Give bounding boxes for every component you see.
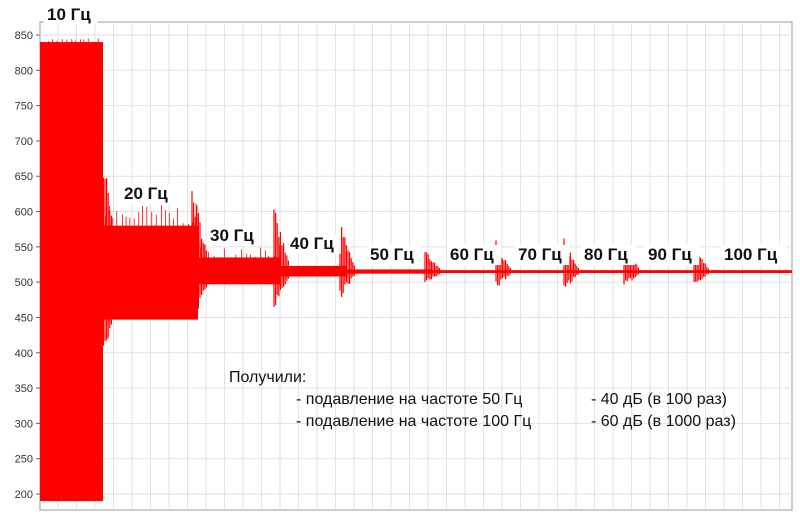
segment-label: 60 Гц [450, 245, 494, 264]
y-tick-label: 600 [15, 207, 33, 219]
annotation-heading: Получили: [229, 369, 307, 386]
segment-label-bg [721, 245, 785, 265]
segment-label-bg [121, 184, 175, 204]
signal-series [40, 38, 792, 502]
y-tick-label: 850 [15, 30, 33, 42]
y-tick-label: 650 [15, 171, 33, 183]
segment-label-bg [207, 226, 261, 246]
y-tick-label: 200 [15, 489, 33, 501]
segment-label: 100 Гц [724, 245, 778, 264]
segment-label: 10 Гц [47, 5, 91, 24]
segment-label-bg [447, 245, 501, 265]
y-tick-label: 350 [15, 383, 33, 395]
segment-label: 80 Гц [584, 245, 628, 264]
y-tick-label: 750 [15, 101, 33, 113]
y-tick-label: 450 [15, 312, 33, 324]
segment-labels: 10 Гц 20 Гц 30 Гц 40 Гц 50 Гц 60 Гц 70 Гц 80 Гц… [44, 5, 785, 265]
segment-label-bg [515, 245, 569, 265]
segment-label: 50 Гц [370, 245, 414, 264]
oscillation-band [103, 225, 198, 320]
y-tick-label: 250 [15, 454, 33, 466]
y-tick-label: 500 [15, 277, 33, 289]
segment-label: 30 Гц [210, 226, 254, 245]
y-tick-label: 800 [15, 65, 33, 77]
annotation-line2-left: - подавление на частоте 100 Гц [296, 413, 532, 430]
segment-label-bg [581, 245, 635, 265]
segment-label: 70 Гц [518, 245, 562, 264]
segment-1-waveform [40, 38, 103, 502]
y-tick-label: 300 [15, 418, 33, 430]
segment-label: 20 Гц [124, 184, 168, 203]
y-tick-label: 550 [15, 242, 33, 254]
segment-label-bg [367, 245, 421, 265]
y-tick-label: 700 [15, 136, 33, 148]
oscillation-band [198, 257, 280, 285]
y-axis-ticks: 200 250 300 350 400 450 500 550 600 650 700 750 800 8… [15, 30, 40, 501]
segment-label: 90 Гц [648, 245, 692, 264]
y-tick-label: 400 [15, 348, 33, 360]
segment-3-waveform [191, 191, 280, 318]
segment-2-waveform [96, 120, 198, 377]
annotation-line1-left: - подавление на частоте 50 Гц [296, 391, 523, 408]
annotation-line2-right: - 60 дБ (в 1000 раз) [591, 413, 736, 430]
segment-label-bg [645, 245, 699, 265]
annotation-line1-right: - 40 дБ (в 100 раз) [591, 391, 727, 408]
segment-label-bg [287, 234, 341, 254]
segment-label-bg [44, 5, 98, 25]
segment-label: 40 Гц [290, 234, 334, 253]
